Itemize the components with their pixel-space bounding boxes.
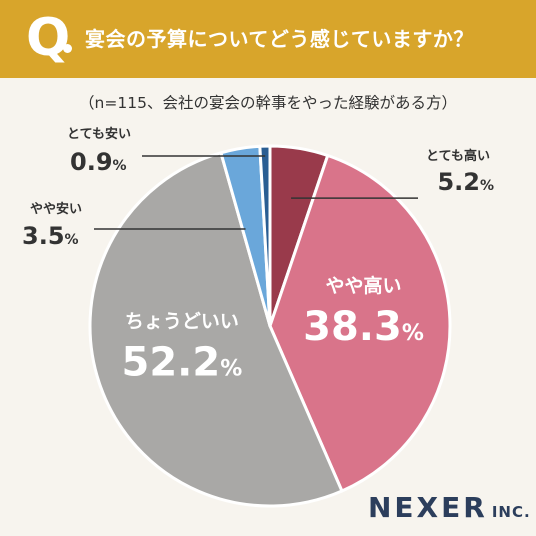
q-dot bbox=[63, 44, 72, 53]
slice-5-value: 0.9% bbox=[70, 148, 127, 176]
slice-1-label: とても高い bbox=[426, 148, 490, 164]
brand-logo: NEXER INC. bbox=[368, 491, 531, 524]
slice-2-label: やや高い bbox=[326, 274, 402, 297]
slice-2-wedge bbox=[268, 154, 452, 493]
question-title: 宴会の予算についてどう感じていますか？ bbox=[85, 27, 474, 51]
slice-5-wedge bbox=[258, 144, 272, 328]
q-letter: Q bbox=[26, 8, 71, 68]
header-banner: Q 宴会の予算についてどう感じていますか？ bbox=[0, 0, 536, 78]
slice-3-label: ちょうどいい bbox=[125, 311, 239, 333]
slice-2-value: 38.3% bbox=[303, 304, 424, 350]
slice-4-label: やや安い bbox=[30, 201, 82, 217]
brand-name: NEXER bbox=[368, 491, 488, 524]
slice-5-label: とても安い bbox=[67, 126, 131, 142]
slice-3-wedge bbox=[88, 151, 344, 508]
survey-subtitle: （n=115、会社の宴会の幹事をやった経験がある方） bbox=[79, 94, 457, 112]
brand-suffix: INC. bbox=[491, 503, 531, 521]
slice-3-value: 52.2% bbox=[121, 340, 242, 386]
slice-4-value: 3.5% bbox=[22, 222, 79, 250]
slice-1-value: 5.2% bbox=[437, 168, 494, 196]
